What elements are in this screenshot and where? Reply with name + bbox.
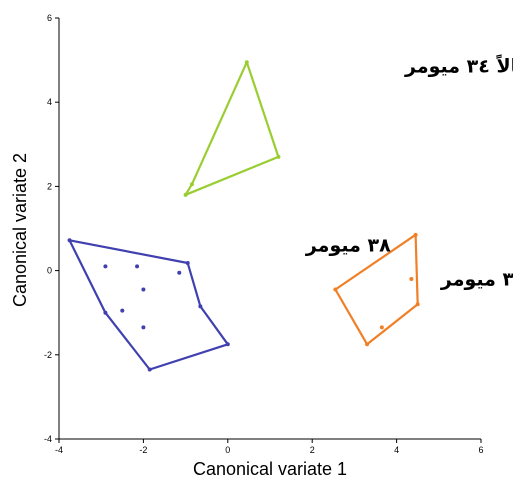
series-2-point — [333, 287, 338, 292]
annotation-label: احتمالاً ۳٤ میومر — [404, 54, 513, 78]
annotation-label: ۳۸ میومر — [305, 235, 391, 257]
y-tick-label: -2 — [44, 350, 52, 360]
series-1-point — [103, 264, 108, 269]
series-1-point — [67, 238, 72, 243]
series-1-point — [225, 342, 230, 347]
series-1-point — [198, 304, 203, 309]
series-2-point — [409, 277, 414, 282]
plot-area — [67, 60, 420, 372]
series-2-point — [413, 232, 418, 237]
y-tick-label: -4 — [44, 434, 52, 444]
series-1-point — [185, 261, 190, 266]
x-tick-label: 4 — [394, 445, 399, 455]
series-1-point — [141, 325, 146, 330]
series-2-point — [365, 342, 370, 347]
y-axis-title: Canonical variate 2 — [10, 153, 30, 307]
x-tick-label: 6 — [478, 445, 483, 455]
axes: -4 -2 0 2 4 6 -4 -2 0 2 4 6 — [44, 13, 484, 455]
y-tick-label: 4 — [47, 97, 52, 107]
series-2-point — [415, 302, 420, 307]
series-2-point — [379, 325, 384, 330]
x-tick-label: -4 — [55, 445, 63, 455]
y-tick-label: 6 — [47, 13, 52, 23]
x-tick-label: 2 — [310, 445, 315, 455]
series-1-point — [141, 287, 146, 292]
annotations: احتمالاً ۳٤ میومر ۳۸ میومر ۳٤ میومر — [305, 54, 513, 290]
series-0-point — [183, 192, 188, 197]
series-1-point — [147, 367, 152, 372]
series-0-hull — [184, 61, 280, 196]
series-0-point — [276, 154, 281, 159]
y-tick-label: 2 — [47, 181, 52, 191]
y-tick-label: 0 — [47, 266, 52, 276]
x-tick-label: 0 — [225, 445, 230, 455]
series-1-point — [135, 264, 140, 269]
series-1-point — [120, 308, 125, 313]
series-1-point — [103, 310, 108, 315]
series-1-point — [177, 270, 182, 275]
x-axis-title: Canonical variate 1 — [193, 459, 347, 479]
annotation-label: ۳٤ میومر — [440, 268, 513, 290]
series-1-hull — [68, 239, 229, 371]
series-0-point — [189, 182, 194, 187]
x-tick-label: -2 — [139, 445, 147, 455]
series-0-point — [244, 60, 249, 65]
